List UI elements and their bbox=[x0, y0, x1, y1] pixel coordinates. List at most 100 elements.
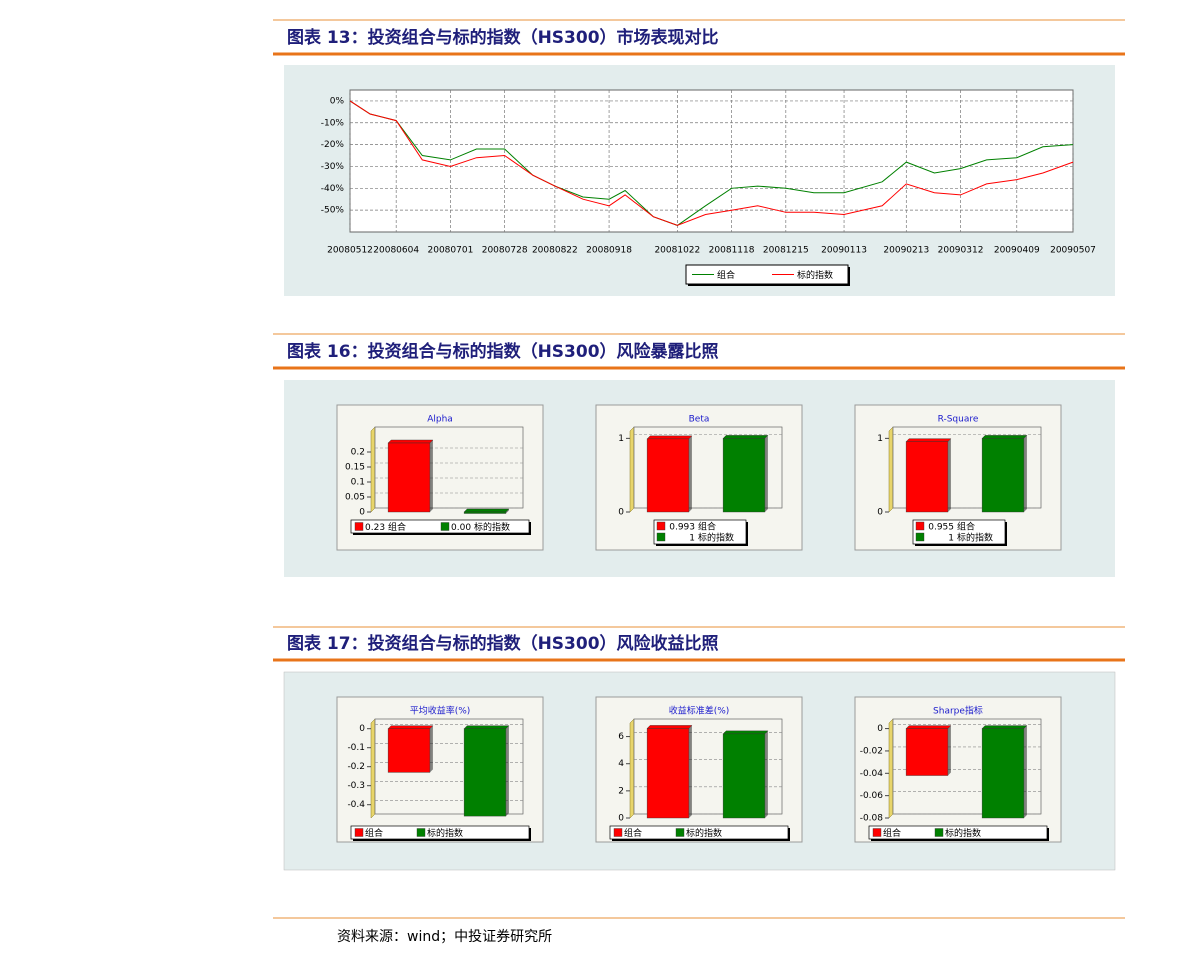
legend bbox=[912, 519, 1006, 545]
y-tick-label: 1 bbox=[877, 434, 883, 444]
bar-top bbox=[463, 725, 510, 729]
legend-label: 组合 bbox=[883, 827, 901, 839]
wall bbox=[629, 426, 635, 513]
legend-swatch bbox=[354, 828, 364, 837]
y-tick-label: 1 bbox=[618, 434, 624, 444]
legend-swatch bbox=[416, 828, 426, 837]
y-tick-label: -0.1 bbox=[347, 743, 365, 753]
bar bbox=[387, 442, 431, 513]
wall bbox=[888, 426, 894, 513]
legend bbox=[350, 519, 530, 534]
legend-label: 标的指数 bbox=[698, 532, 734, 544]
x-tick-label: 20080822 bbox=[532, 246, 578, 256]
bar-side bbox=[505, 725, 509, 817]
legend-swatch bbox=[872, 828, 882, 837]
heading: 图表 17：投资组合与标的指数（HS300）风险收益比照 bbox=[287, 633, 719, 654]
legend-value: 0.00 bbox=[451, 523, 471, 533]
bar-side bbox=[947, 725, 951, 776]
legend-label: 组合 bbox=[388, 521, 406, 533]
legend-swatch bbox=[613, 828, 623, 837]
bar-top bbox=[646, 435, 693, 440]
y-tick-label: 0.2 bbox=[351, 448, 365, 458]
legend-swatch bbox=[440, 522, 450, 531]
bar bbox=[981, 728, 1025, 819]
bar bbox=[905, 441, 949, 513]
legend bbox=[350, 825, 530, 840]
legend-label: 组合 bbox=[717, 269, 735, 281]
bar-top bbox=[905, 725, 952, 729]
legend-value: 0.955 bbox=[928, 523, 954, 533]
legend-swatch bbox=[915, 532, 925, 542]
bar-side bbox=[429, 725, 433, 773]
bar-side bbox=[429, 440, 433, 512]
bar bbox=[646, 728, 690, 819]
line-series bbox=[349, 100, 1074, 226]
wall bbox=[370, 426, 376, 513]
legend-value: 1 bbox=[689, 534, 695, 544]
x-tick-label: 20080728 bbox=[482, 246, 528, 256]
legend-label: 标的指数 bbox=[686, 827, 722, 839]
x-tick-label: 20080604 bbox=[373, 246, 419, 256]
y-tick-label: -50% bbox=[321, 206, 345, 216]
x-tick-label: 20081215 bbox=[763, 246, 809, 256]
plot-area bbox=[349, 89, 1074, 233]
y-tick-label: 2 bbox=[618, 786, 624, 796]
legend-value: 0.23 bbox=[365, 523, 385, 533]
bar-top bbox=[981, 435, 1028, 439]
y-tick-label: -0.4 bbox=[347, 800, 365, 810]
legend-label: 标的指数 bbox=[427, 827, 463, 839]
y-tick-label: -0.3 bbox=[347, 781, 365, 791]
legend-swatch bbox=[354, 522, 364, 531]
bar bbox=[646, 438, 690, 513]
bar-side bbox=[764, 730, 768, 818]
x-tick-label: 20090113 bbox=[821, 246, 867, 256]
x-tick-label: 20080918 bbox=[586, 246, 632, 256]
y-tick-label: -0.04 bbox=[860, 769, 884, 779]
y-tick-label: -10% bbox=[321, 118, 345, 128]
bar bbox=[463, 728, 507, 817]
bar-top bbox=[463, 508, 510, 513]
bar bbox=[722, 438, 766, 513]
y-tick-label: 0 bbox=[877, 508, 883, 518]
legend bbox=[609, 825, 789, 840]
bar bbox=[905, 728, 949, 776]
y-tick-label: 6 bbox=[618, 732, 624, 742]
legend-label: 组合 bbox=[365, 827, 383, 839]
legend bbox=[685, 264, 849, 285]
y-tick-label: 0 bbox=[618, 508, 624, 518]
legend-swatch bbox=[656, 521, 666, 531]
bar-side bbox=[1023, 435, 1027, 512]
bar bbox=[722, 733, 766, 819]
bar-top bbox=[722, 435, 769, 439]
y-tick-label: 0.05 bbox=[345, 493, 365, 503]
legend-label: 组合 bbox=[957, 521, 975, 533]
legend-label: 标的指数 bbox=[945, 827, 981, 839]
x-tick-label: 20090507 bbox=[1050, 246, 1096, 256]
y-tick-label: -0.2 bbox=[347, 762, 365, 772]
chart-title: Beta bbox=[689, 415, 710, 425]
bar-top bbox=[646, 725, 693, 729]
y-tick-label: -30% bbox=[321, 162, 345, 172]
x-tick-label: 20090312 bbox=[938, 246, 984, 256]
bar-top bbox=[905, 438, 952, 442]
chart-title: R-Square bbox=[938, 415, 979, 425]
wall bbox=[370, 718, 376, 819]
legend-swatch bbox=[656, 532, 666, 542]
y-tick-label: 0 bbox=[359, 724, 365, 734]
chart-title: Alpha bbox=[427, 415, 453, 425]
heading: 图表 13：投资组合与标的指数（HS300）市场表现对比 bbox=[287, 27, 719, 48]
bar bbox=[981, 438, 1025, 513]
x-tick-label: 20081022 bbox=[654, 246, 700, 256]
bar bbox=[387, 728, 431, 773]
x-tick-label: 20080512 bbox=[327, 246, 373, 256]
line-series bbox=[349, 100, 1074, 226]
chart-title: Sharpe指标 bbox=[933, 705, 983, 717]
y-tick-label: -0.08 bbox=[860, 814, 884, 824]
legend-label: 组合 bbox=[624, 827, 642, 839]
y-tick-label: 0.1 bbox=[351, 478, 365, 488]
y-tick-label: -0.06 bbox=[860, 791, 884, 801]
wall bbox=[888, 718, 894, 819]
bar-side bbox=[1023, 725, 1027, 818]
legend bbox=[653, 519, 747, 545]
chart-title: 收益标准差(%) bbox=[669, 705, 730, 717]
